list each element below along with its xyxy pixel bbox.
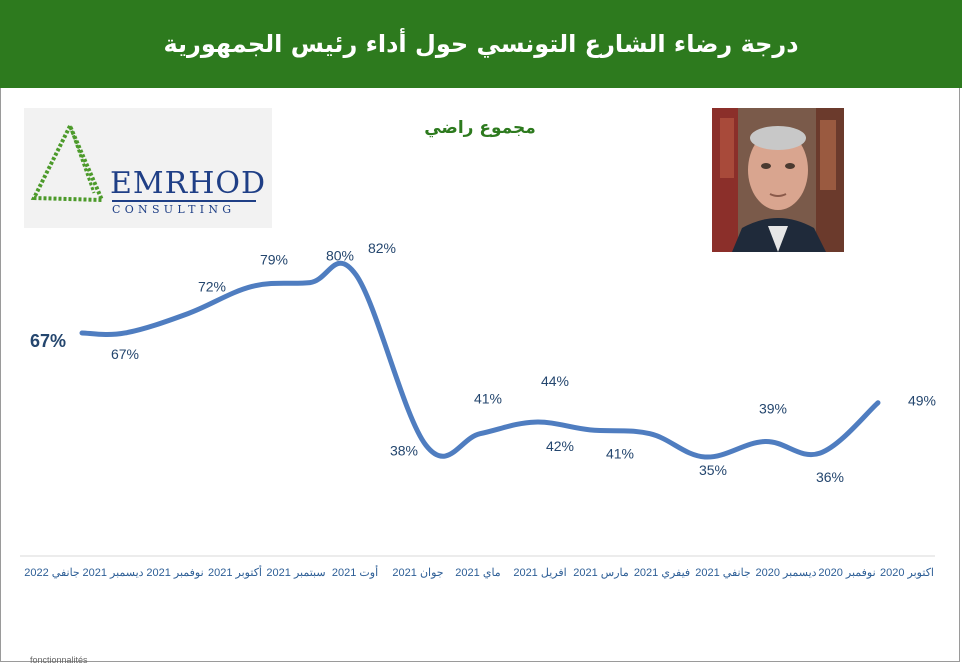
- value-label: 38%: [390, 442, 418, 458]
- x-tick-label: جانفي 2022: [24, 567, 80, 579]
- value-label: 67%: [111, 346, 139, 362]
- x-tick-label: نوفمبر 2020: [818, 567, 875, 579]
- x-tick-label: اكتوبر 2020: [880, 567, 934, 579]
- series-line-satisfied: [79, 260, 881, 460]
- x-tick-label: ديسمبر 2021: [82, 567, 143, 579]
- portrait-photo: [712, 108, 844, 252]
- x-tick-label: ماي 2021: [455, 567, 501, 579]
- x-tick-label: ديسمبر 2020: [755, 567, 816, 579]
- value-label: 72%: [198, 279, 226, 295]
- logo-wordmark: EMRHOD: [110, 166, 267, 201]
- value-label: 79%: [260, 251, 288, 267]
- value-label: 42%: [546, 438, 574, 454]
- value-label: 35%: [699, 462, 727, 478]
- value-label: 39%: [759, 400, 787, 416]
- value-label: 36%: [816, 469, 844, 485]
- value-label: 44%: [541, 373, 569, 389]
- logo-subtitle: CONSULTING: [112, 203, 236, 216]
- x-tick-label: نوفمبر 2021: [146, 567, 203, 579]
- title-banner: درجة رضاء الشارع التونسي حول أداء رئيس ا…: [0, 0, 962, 88]
- x-tick-label: افريل 2021: [513, 567, 566, 579]
- person-portrait-icon: [712, 108, 844, 252]
- value-label-first: 67%: [30, 331, 66, 351]
- x-tick-label: جانفي 2021: [695, 567, 751, 579]
- value-label: 80%: [326, 248, 354, 264]
- value-label: 49%: [908, 393, 936, 409]
- page-title: درجة رضاء الشارع التونسي حول أداء رئيس ا…: [163, 30, 799, 58]
- x-tick-label: جوان 2021: [392, 567, 443, 579]
- x-tick-label: أوت 2021: [332, 565, 378, 579]
- company-logo: EMRHOD CONSULTING: [24, 108, 272, 228]
- value-label: 41%: [474, 391, 502, 407]
- x-tick-label: أكتوبر 2021: [208, 565, 262, 579]
- chart-marks: 67% 67% 72% 79% 80% 82% 38% 41% 44% 42% 41% 35% 39% 3…: [24, 240, 936, 579]
- logo-triangle-icon: [30, 121, 256, 203]
- x-tick-label: سبتمبر 2021: [266, 567, 325, 579]
- chart-title: مجموع راضي: [424, 118, 536, 138]
- x-tick-label: فيفري 2021: [634, 567, 690, 579]
- value-label: 82%: [368, 240, 396, 256]
- x-tick-label: مارس 2021: [573, 567, 629, 579]
- value-label: 41%: [606, 446, 634, 462]
- footnote-text: fonctionnalités: [30, 655, 88, 665]
